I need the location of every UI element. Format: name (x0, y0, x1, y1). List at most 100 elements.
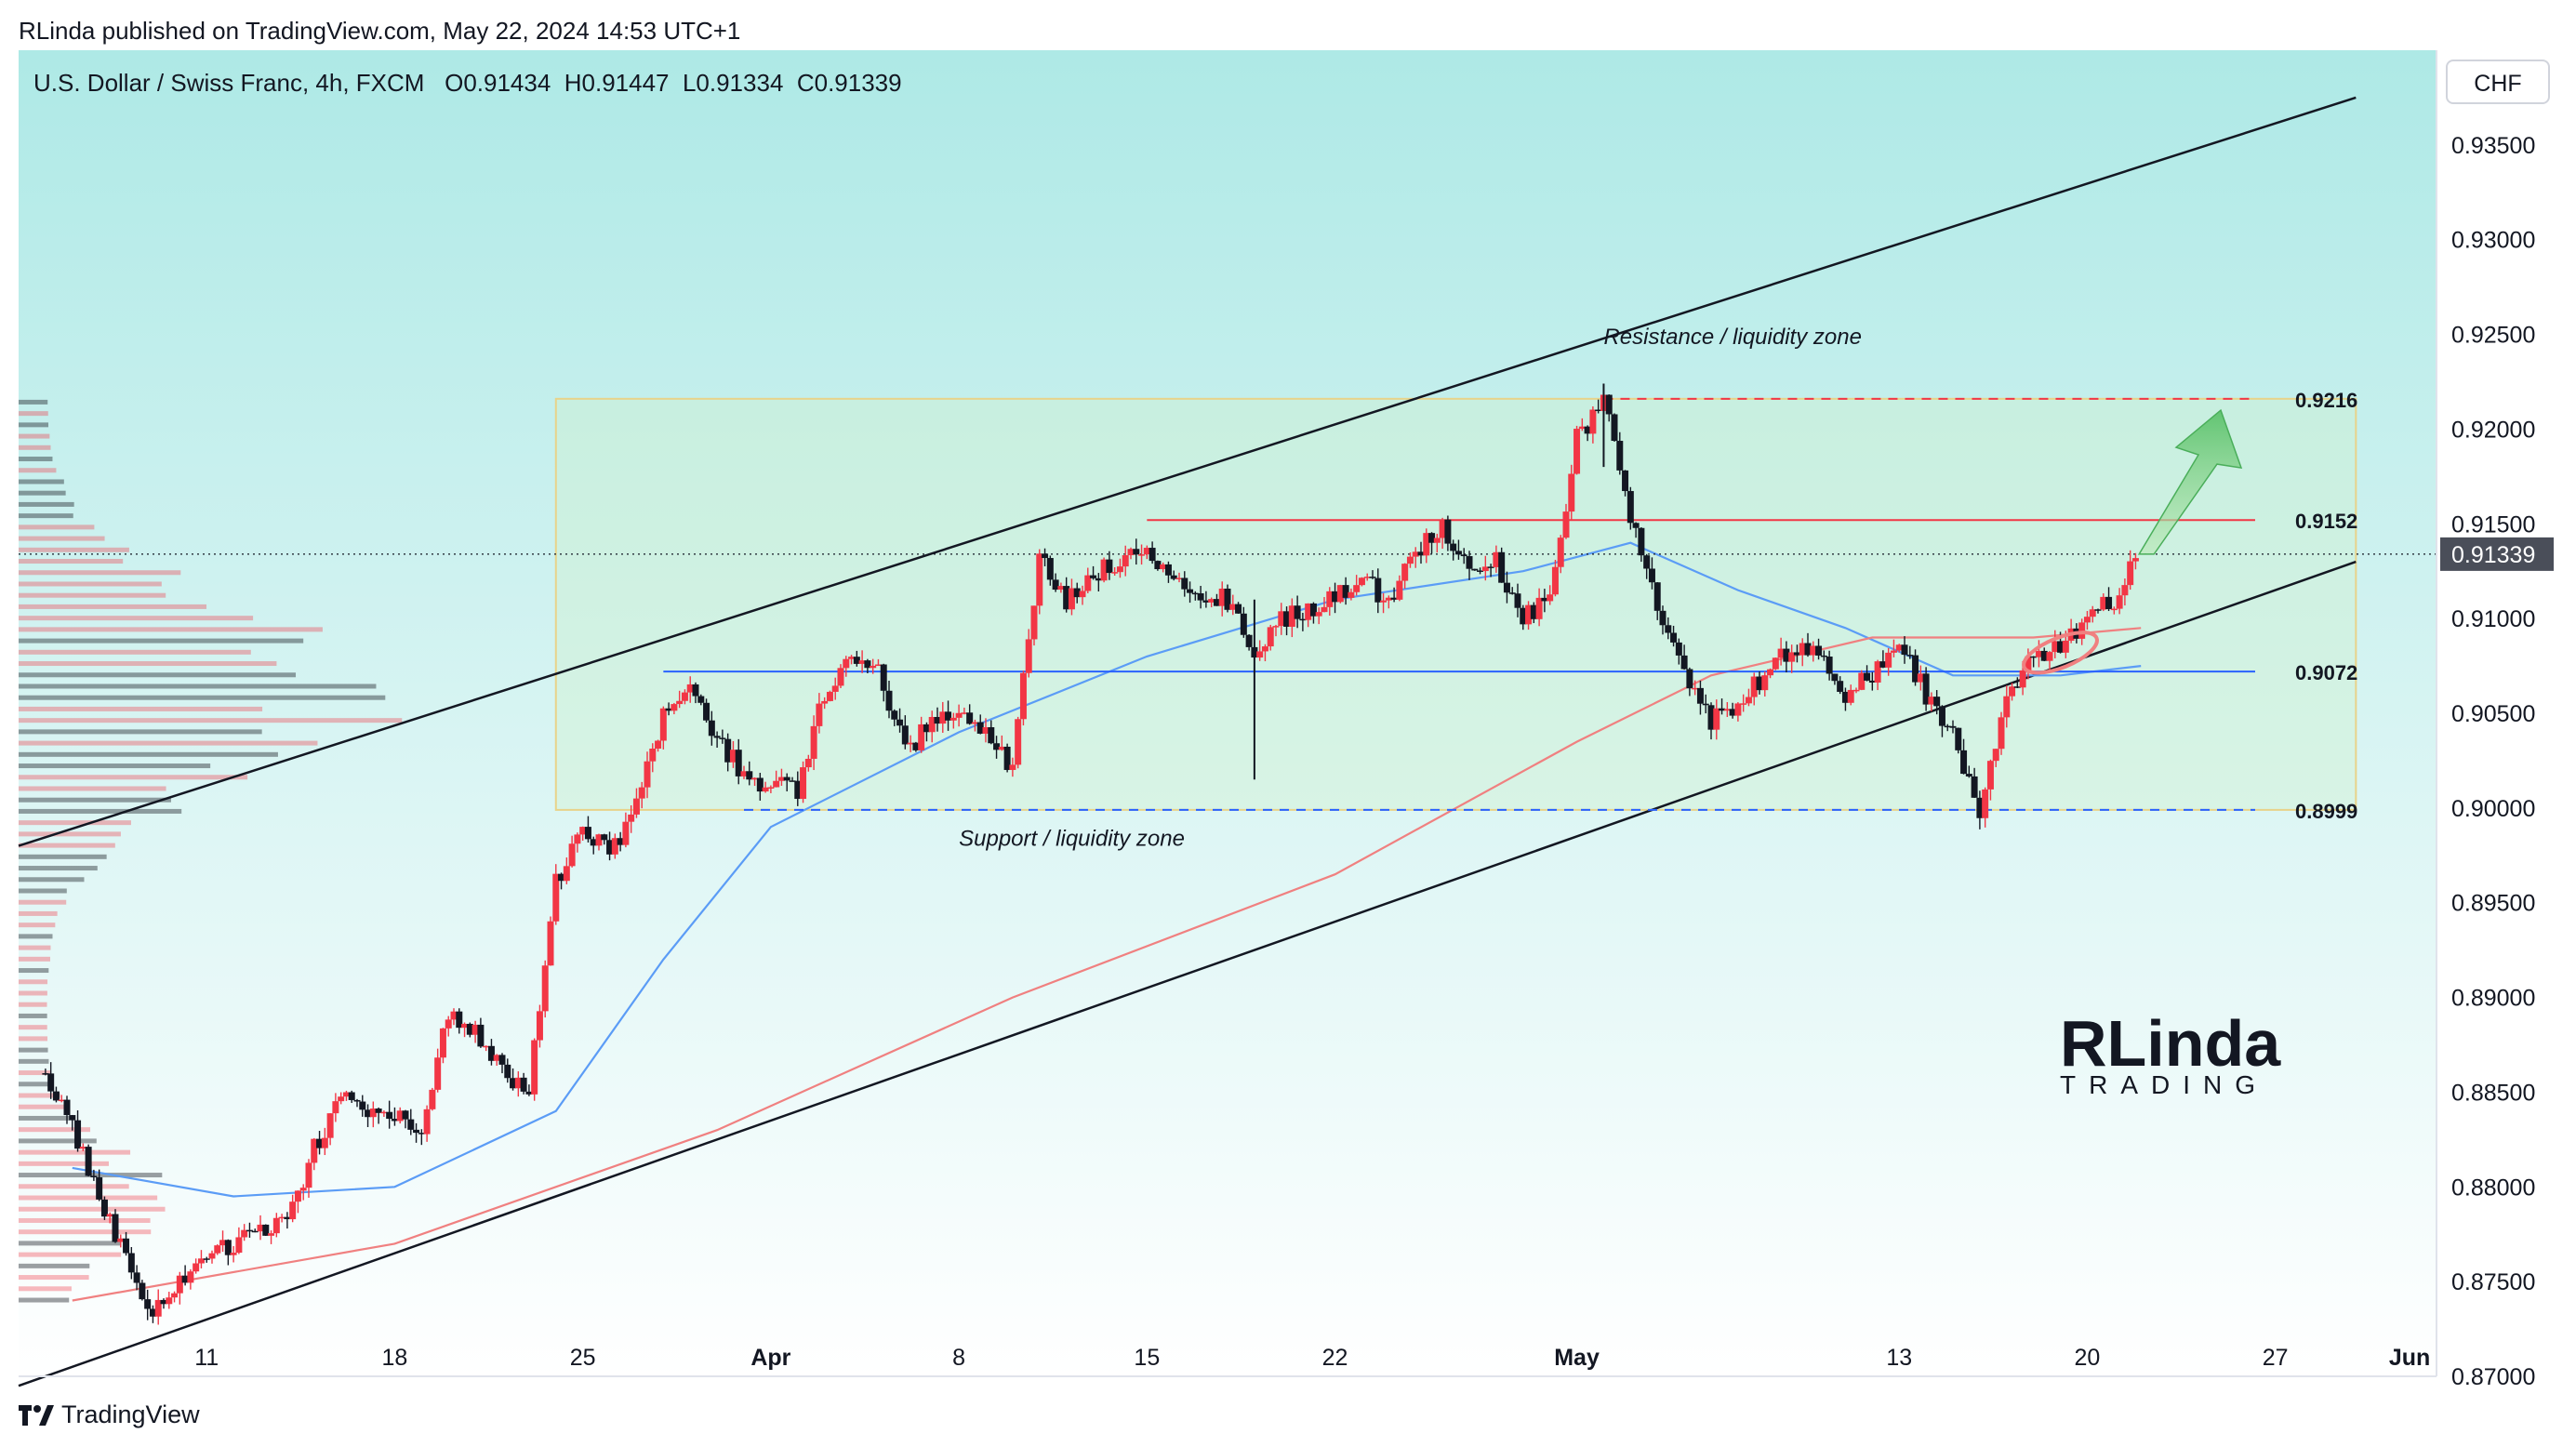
candle-body (1965, 774, 1972, 777)
candle-body (321, 1137, 328, 1148)
candle-body (724, 738, 732, 763)
candle-body (1428, 533, 1436, 543)
candle-body (1460, 554, 1467, 557)
candle-body (541, 965, 549, 1012)
candle-body (1191, 592, 1199, 595)
candle-body (1471, 568, 1479, 571)
volume-profile-bar (19, 990, 47, 996)
candle-body (1111, 572, 1119, 574)
candle-body (1433, 538, 1441, 543)
x-tick-label: 11 (194, 1345, 219, 1371)
candle-body (617, 838, 624, 845)
candle-body (1079, 591, 1086, 598)
candle-body (154, 1299, 162, 1317)
candle-body (773, 780, 780, 788)
volume-profile-bar (19, 1127, 91, 1133)
volume-profile-bar (19, 1229, 152, 1235)
volume-profile-bar (19, 1070, 51, 1076)
y-tick-label: 0.90000 (2451, 796, 2535, 822)
candle-body (907, 742, 914, 745)
candle-body (853, 657, 860, 664)
candle-body (697, 696, 705, 703)
retest-highlight-ellipse (2022, 631, 2099, 675)
candle-body (1417, 551, 1425, 556)
candle-body (1837, 681, 1844, 692)
candle-body (671, 704, 678, 711)
volume-profile-bar (19, 684, 377, 689)
candle-body (1723, 709, 1731, 711)
tradingview-label: TradingView (61, 1401, 200, 1428)
candle-body (1498, 551, 1506, 583)
candle-body (1160, 564, 1167, 570)
volume-profile-bar (19, 513, 73, 519)
tradingview-brand[interactable]: TradingView (19, 1401, 200, 1429)
volume-profile-bar (19, 843, 115, 848)
candle-body (2083, 617, 2091, 623)
candle-body (1197, 592, 1204, 601)
candle-body (1116, 566, 1123, 573)
volume-profile-bar (19, 559, 124, 564)
volume-profile-bar (19, 956, 50, 962)
candle-body (133, 1272, 140, 1283)
candle-body (176, 1275, 183, 1294)
candle-body (1976, 797, 1984, 818)
candle-body (703, 702, 710, 721)
volume-profile-bar (19, 661, 277, 667)
candle-body (1514, 593, 1521, 608)
candle-body (235, 1237, 243, 1254)
candle-body (1353, 585, 1361, 592)
symbol-name[interactable]: U.S. Dollar / Swiss Franc, 4h, FXCM (33, 69, 425, 97)
volume-profile-bar (19, 763, 211, 769)
tradingview-logo-icon (19, 1404, 54, 1426)
candle-body (1820, 655, 1827, 657)
candle-body (1487, 566, 1494, 568)
candle-body (326, 1113, 334, 1138)
candle-body (681, 692, 688, 701)
candle-body (1696, 687, 1704, 704)
candle-body (224, 1240, 232, 1255)
candle-body (434, 1057, 442, 1090)
candle-body (2013, 686, 2021, 688)
candle-body (756, 777, 764, 792)
level-label-0.9072: 0.9072 (2295, 661, 2357, 684)
volume-profile-bar (19, 627, 323, 632)
candle-body (552, 873, 560, 922)
candle-body (644, 761, 651, 788)
candle-body (149, 1308, 156, 1317)
candle-body (2089, 609, 2096, 617)
candle-body (961, 712, 968, 714)
candle-body (606, 840, 614, 855)
candle-body (445, 1019, 452, 1029)
volume-profile-bar (19, 1093, 60, 1098)
currency-button[interactable]: CHF (2446, 60, 2550, 104)
candle-body (1810, 645, 1817, 656)
candle-body (1622, 470, 1629, 492)
candle-body (391, 1119, 398, 1122)
candle-body (514, 1077, 522, 1089)
channel-lower-line (18, 560, 2357, 1387)
symbol-legend[interactable]: U.S. Dollar / Swiss Franc, 4h, FXCM O0.9… (33, 69, 902, 98)
volume-profile-bar (19, 570, 181, 576)
candle-body (106, 1214, 113, 1217)
candle-body (923, 724, 930, 733)
candle-body (471, 1024, 479, 1035)
candle-body (487, 1045, 495, 1061)
candle-body (1841, 691, 1849, 703)
candle-body (810, 725, 817, 759)
volume-profile-bar (19, 797, 171, 803)
candle-body (729, 750, 737, 763)
candle-body (1520, 607, 1527, 625)
level-label-0.9152: 0.9152 (2295, 510, 2357, 533)
candle-body (1745, 697, 1752, 704)
candle-body (284, 1216, 291, 1220)
candle-body (794, 780, 802, 800)
plot-background (19, 50, 2437, 1376)
candle-body (1406, 556, 1414, 564)
candle-body (193, 1263, 200, 1272)
volume-profile-bar (19, 581, 162, 587)
candle-body (1643, 555, 1651, 569)
volume-profile-bar (19, 899, 67, 905)
volume-profile-bar (19, 1002, 47, 1007)
candle-body (407, 1119, 415, 1130)
